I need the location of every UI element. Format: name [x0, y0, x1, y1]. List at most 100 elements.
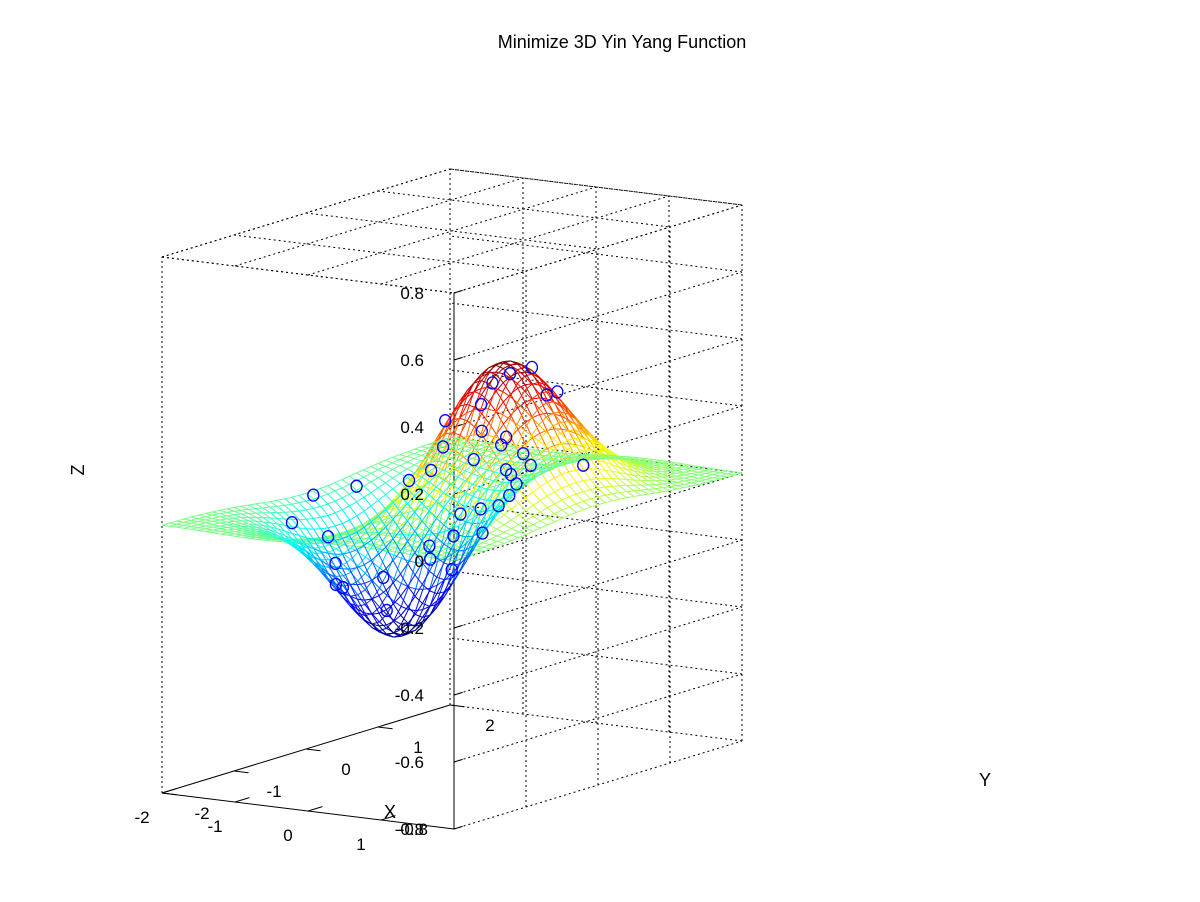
mesh-segment	[561, 484, 570, 489]
mesh-segment	[424, 544, 433, 550]
mesh-segment	[568, 469, 577, 473]
mesh-segment	[380, 522, 389, 530]
mesh-segment	[560, 428, 570, 444]
mesh-segment	[443, 457, 451, 463]
mesh-segment	[489, 545, 498, 550]
mesh-segment	[363, 469, 372, 474]
mesh-segment	[269, 501, 278, 507]
mesh-segment	[284, 524, 293, 528]
mesh-segment	[566, 456, 575, 461]
mesh-segment	[378, 612, 387, 626]
mesh-segment	[358, 528, 367, 535]
mesh-segment	[428, 500, 437, 512]
mesh-segment	[442, 436, 451, 441]
mesh-segment	[517, 384, 526, 389]
mesh-segment	[378, 553, 387, 569]
mesh-segment	[363, 481, 372, 487]
mesh-segment	[349, 568, 358, 585]
mesh-segment	[503, 514, 512, 521]
mesh-segment	[501, 467, 510, 475]
mesh-segment	[241, 505, 249, 510]
mesh-segment	[494, 439, 504, 464]
mesh-segment	[494, 504, 503, 510]
mesh-segment	[197, 514, 206, 518]
mesh-segment	[677, 483, 685, 487]
mesh-segment	[422, 587, 431, 590]
mesh-segment	[531, 373, 540, 383]
mesh-segment	[473, 512, 481, 518]
mesh-segment	[444, 528, 453, 532]
mesh-segment	[399, 541, 409, 552]
mesh-segment	[387, 532, 395, 535]
sample-point	[424, 463, 438, 478]
mesh-segment	[457, 488, 466, 494]
mesh-segment	[531, 383, 540, 394]
mesh-segment	[262, 517, 271, 524]
mesh-segment	[320, 503, 328, 507]
mesh-segment	[583, 489, 591, 493]
mesh-segment	[305, 500, 314, 509]
mesh-segment	[479, 500, 488, 512]
mesh-segment	[449, 437, 458, 442]
mesh-segment	[472, 537, 481, 551]
mesh-segment	[407, 574, 416, 587]
mesh-segment	[676, 478, 685, 482]
mesh-segment	[547, 503, 555, 509]
mesh-segment	[371, 598, 380, 614]
mesh-segment	[509, 383, 518, 397]
mesh-segment	[538, 391, 547, 394]
sample-point	[329, 577, 343, 592]
mesh-segment	[531, 392, 540, 400]
mesh-segment	[530, 468, 539, 475]
mesh-segment	[408, 476, 417, 485]
mesh-segment	[421, 463, 430, 469]
mesh-segment	[335, 577, 344, 592]
mesh-segment	[373, 538, 381, 541]
mesh-segment	[486, 455, 495, 459]
mesh-segment	[459, 412, 467, 419]
y-tick	[161, 792, 177, 796]
mesh-segment	[503, 414, 512, 425]
mesh-segment	[226, 510, 235, 513]
mesh-segment	[364, 598, 372, 601]
mesh-segment	[219, 515, 228, 518]
mesh-segment	[727, 471, 735, 475]
mesh-segment	[619, 491, 627, 494]
mesh-segment	[655, 488, 663, 493]
mesh-segment	[400, 623, 409, 627]
mesh-segment	[487, 388, 497, 410]
mesh-segment	[400, 632, 409, 637]
mesh-segment	[436, 557, 445, 564]
z-tick	[453, 624, 463, 629]
mesh-segment	[385, 590, 394, 605]
mesh-segment	[284, 530, 293, 534]
mesh-segment	[393, 514, 403, 534]
mesh-segment	[298, 519, 307, 530]
mesh-segment	[407, 596, 416, 608]
mesh-segment	[640, 484, 649, 490]
mesh-segment	[626, 479, 634, 481]
mesh-segment	[291, 510, 300, 513]
mesh-segment	[633, 490, 642, 496]
mesh-segment	[205, 519, 213, 522]
mesh-segment	[684, 480, 692, 484]
mesh-segment	[684, 483, 692, 487]
mesh-segment	[493, 448, 502, 453]
mesh-segment	[262, 501, 271, 504]
mesh-segment	[554, 503, 563, 511]
grid-line	[449, 704, 743, 742]
mesh-segment	[612, 492, 620, 495]
mesh-segment	[511, 528, 519, 533]
mesh-segment	[176, 518, 184, 522]
mesh-segment	[305, 509, 314, 519]
mesh-segment	[428, 448, 436, 453]
mesh-segment	[590, 479, 599, 489]
mesh-segment	[305, 518, 315, 530]
mesh-segment	[546, 495, 555, 505]
mesh-segment	[479, 453, 487, 457]
mesh-segment	[530, 472, 539, 479]
mesh-segment	[516, 409, 525, 425]
mesh-segment	[314, 539, 323, 543]
mesh-segment	[392, 488, 401, 497]
mesh-segment	[583, 500, 592, 508]
